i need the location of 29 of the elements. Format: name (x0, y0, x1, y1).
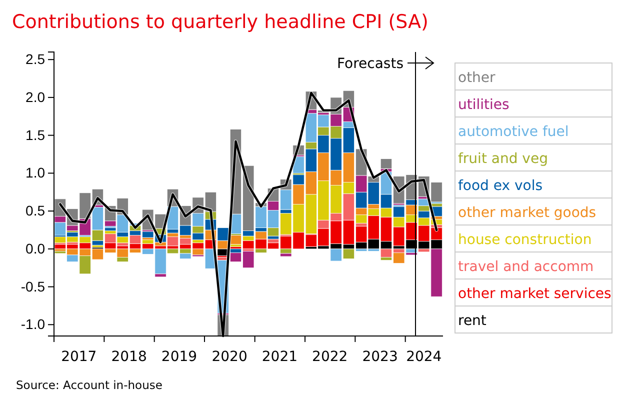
text: other (458, 70, 496, 86)
text: rent (458, 313, 487, 329)
series-label: food ex vols (458, 178, 543, 194)
series-label: other market goods (458, 205, 596, 221)
text: travel and accomm (458, 259, 594, 275)
text: other market services (458, 286, 612, 302)
x-tick-label: 2023 (362, 349, 398, 365)
text: utilities (458, 97, 510, 113)
source-note: Source: Account in-house (16, 378, 162, 392)
ref-line-label: Forecasts (336, 56, 404, 72)
x-tick-label: 2019 (161, 349, 198, 365)
x-tick-label: 2020 (212, 349, 248, 365)
series-label: house construction (458, 232, 592, 248)
x-tick-label: 2018 (111, 349, 147, 365)
y-tick-label: -0.5 (20, 278, 46, 294)
y-tick-label: 2.5 (26, 51, 46, 68)
y-tick-label: 1.0 (26, 164, 46, 181)
x-tick-label: 2017 (61, 349, 97, 365)
x-tick-label: 2021 (262, 349, 298, 365)
y-tick-label: 0.5 (26, 202, 46, 219)
chart-title: Contributions to quarterly headline CPI (SA) (12, 11, 428, 33)
text: fruit and veg (458, 151, 548, 167)
x-tick-label: 2024 (406, 349, 442, 365)
y-tick-label: -1.0 (20, 316, 46, 332)
y-tick-label: 2.0 (26, 88, 46, 105)
text: automotive fuel (458, 124, 569, 140)
y-tick-label: 1.5 (26, 126, 46, 143)
x-tick-label: 2022 (312, 349, 348, 365)
y-tick-label: 0.0 (26, 240, 46, 256)
